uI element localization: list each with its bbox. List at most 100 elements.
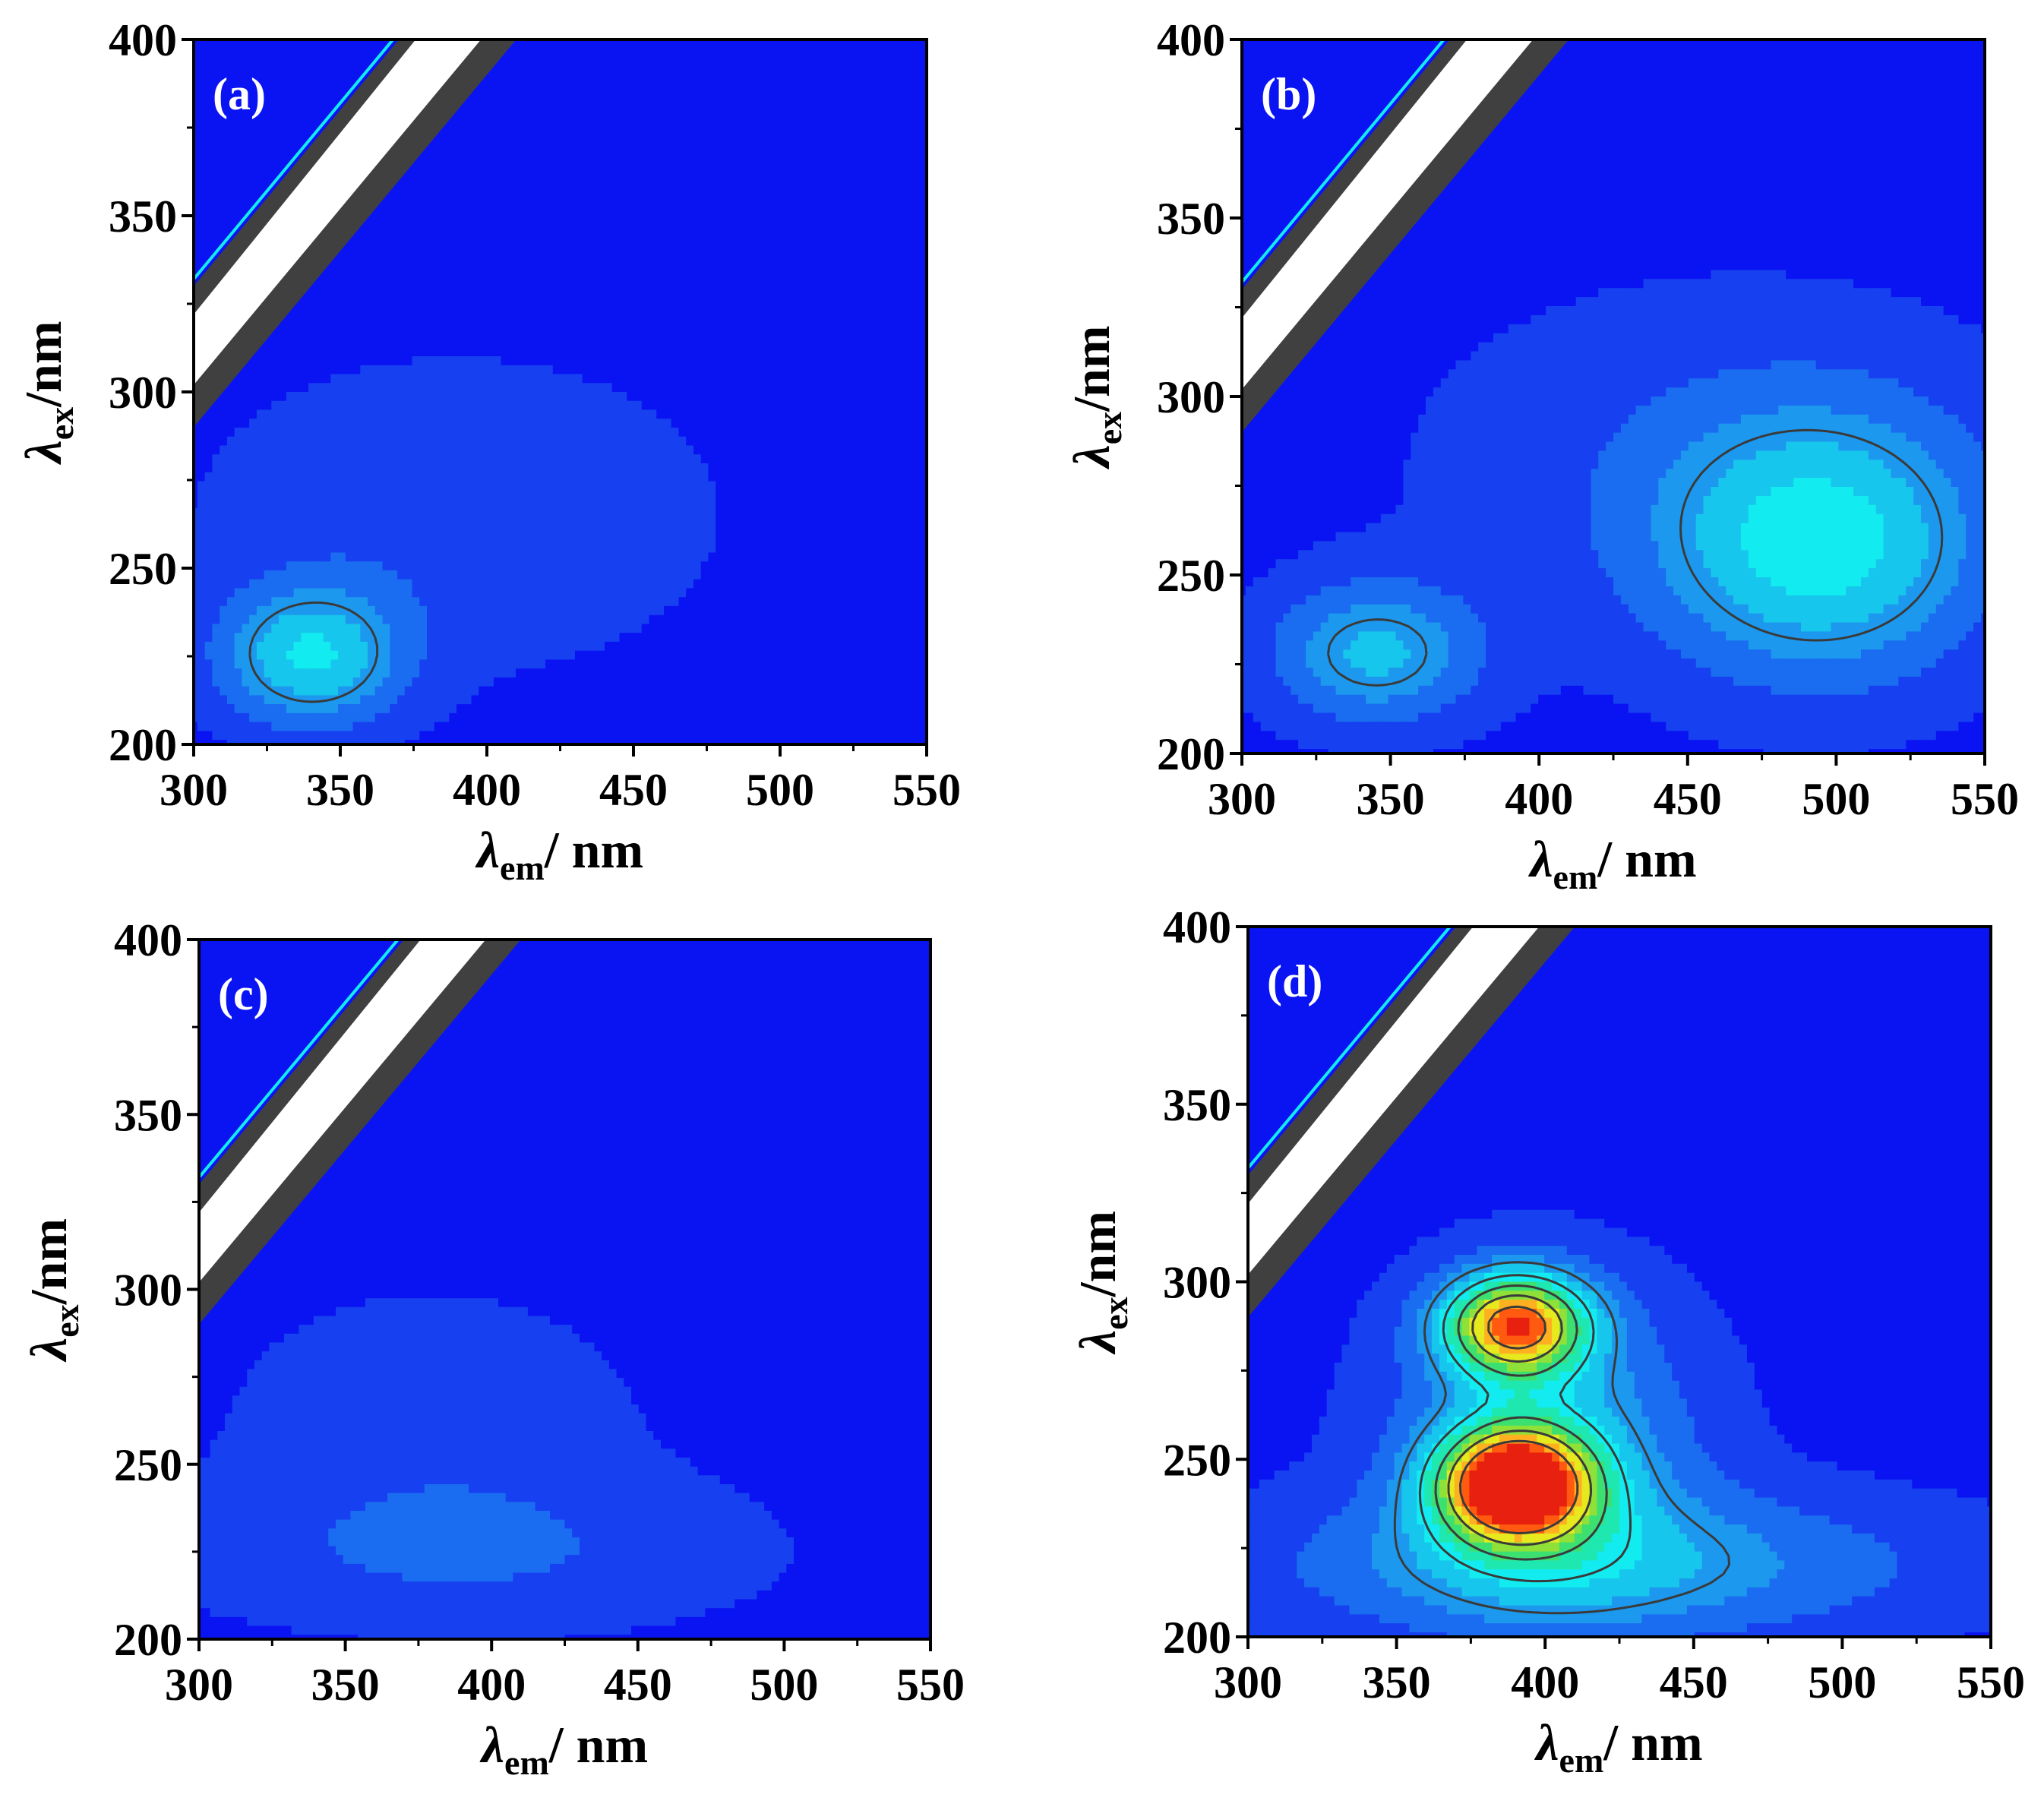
heatmap-cell xyxy=(686,169,694,178)
heatmap-cell xyxy=(538,463,546,473)
heatmap-cell xyxy=(523,195,532,206)
heatmap-cell xyxy=(886,257,895,268)
heatmap-cell xyxy=(923,436,927,447)
heatmap-cell xyxy=(204,178,213,188)
heatmap-cell xyxy=(567,445,576,456)
heatmap-cell xyxy=(352,267,362,277)
heatmap-cell xyxy=(893,383,902,393)
heatmap-cell xyxy=(789,329,798,340)
heatmap-cell xyxy=(463,222,472,232)
heatmap-cell xyxy=(775,419,783,428)
heatmap-cell xyxy=(597,150,605,161)
heatmap-cell xyxy=(722,79,731,90)
heatmap-cell xyxy=(708,178,717,188)
heatmap-cell xyxy=(611,257,621,268)
heatmap-cell xyxy=(686,39,694,45)
heatmap-cell xyxy=(279,419,287,428)
heatmap-cell xyxy=(220,43,228,54)
heatmap-cell xyxy=(338,419,346,428)
heatmap-cell xyxy=(493,71,502,81)
heatmap-cell xyxy=(530,204,539,214)
heatmap-cell xyxy=(834,115,842,125)
heatmap-cell xyxy=(870,79,880,90)
heatmap-cell xyxy=(479,133,487,143)
heatmap-cell xyxy=(575,186,583,197)
heatmap-cell xyxy=(664,374,672,384)
heatmap-cell xyxy=(611,311,621,321)
heatmap-cell xyxy=(493,88,502,99)
heatmap-cell xyxy=(605,463,613,473)
heatmap-cell xyxy=(908,150,917,161)
heatmap-cell xyxy=(649,338,658,349)
heatmap-cell xyxy=(463,463,472,473)
heatmap-cell xyxy=(523,124,532,134)
heatmap-cell xyxy=(471,311,480,321)
heatmap-cell xyxy=(352,71,362,81)
heatmap-cell xyxy=(708,195,717,206)
heatmap-cell xyxy=(293,52,302,63)
heatmap-cell xyxy=(693,302,702,313)
heatmap-cell xyxy=(560,293,569,304)
heatmap-cell xyxy=(826,150,836,161)
heatmap-cell xyxy=(419,213,428,223)
heatmap-cell xyxy=(293,71,302,81)
heatmap-cell xyxy=(368,276,376,286)
heatmap-cell xyxy=(220,39,228,45)
heatmap-cell xyxy=(560,347,569,357)
heatmap-cell xyxy=(552,392,561,402)
heatmap-cell xyxy=(434,178,443,188)
heatmap-cell xyxy=(627,160,635,170)
heatmap-cell xyxy=(738,267,747,277)
heatmap-cell xyxy=(567,285,576,295)
heatmap-cell xyxy=(864,71,872,81)
heatmap-cell xyxy=(582,454,591,464)
heatmap-cell xyxy=(634,79,643,90)
heatmap-cell xyxy=(811,472,820,482)
heatmap-cell xyxy=(271,383,280,393)
heatmap-cell xyxy=(722,231,731,242)
heatmap-cell xyxy=(656,445,665,456)
heatmap-cell xyxy=(575,321,583,330)
heatmap-cell xyxy=(789,302,798,313)
heatmap-cell xyxy=(649,419,658,428)
heatmap-cell xyxy=(656,240,665,250)
heatmap-cell xyxy=(315,472,324,482)
heatmap-cell xyxy=(915,79,924,90)
heatmap-cell xyxy=(893,365,902,375)
heatmap-cell xyxy=(671,79,680,90)
heatmap-cell xyxy=(204,106,213,116)
heatmap-cell xyxy=(197,436,206,447)
heatmap-cell xyxy=(627,124,635,134)
heatmap-cell xyxy=(811,428,820,438)
heatmap-cell xyxy=(582,347,591,357)
heatmap-cell xyxy=(760,285,769,295)
heatmap-cell xyxy=(760,338,769,349)
heatmap-cell xyxy=(745,445,753,456)
heatmap-cell xyxy=(700,454,709,464)
heatmap-cell xyxy=(634,267,643,277)
heatmap-cell xyxy=(738,276,747,286)
heatmap-cell xyxy=(493,97,502,108)
heatmap-cell xyxy=(374,39,384,45)
heatmap-cell xyxy=(915,186,924,197)
heatmap-cell xyxy=(693,142,702,152)
heatmap-cell xyxy=(738,400,747,411)
heatmap-cell xyxy=(686,124,694,134)
heatmap-cell xyxy=(864,445,872,456)
heatmap-cell xyxy=(834,347,842,357)
heatmap-cell xyxy=(760,454,769,464)
heatmap-cell xyxy=(841,106,850,116)
heatmap-cell xyxy=(486,436,494,447)
heatmap-cell xyxy=(870,428,880,438)
heatmap-cell xyxy=(279,463,287,473)
heatmap-cell xyxy=(870,169,880,178)
heatmap-cell xyxy=(886,293,895,304)
heatmap-cell xyxy=(530,150,539,161)
heatmap-cell xyxy=(204,213,213,223)
heatmap-cell xyxy=(256,62,265,72)
heatmap-cell xyxy=(463,338,472,349)
heatmap-cell xyxy=(664,329,672,340)
heatmap-cell xyxy=(700,400,709,411)
heatmap-cell xyxy=(575,115,583,125)
heatmap-cell xyxy=(789,169,798,178)
